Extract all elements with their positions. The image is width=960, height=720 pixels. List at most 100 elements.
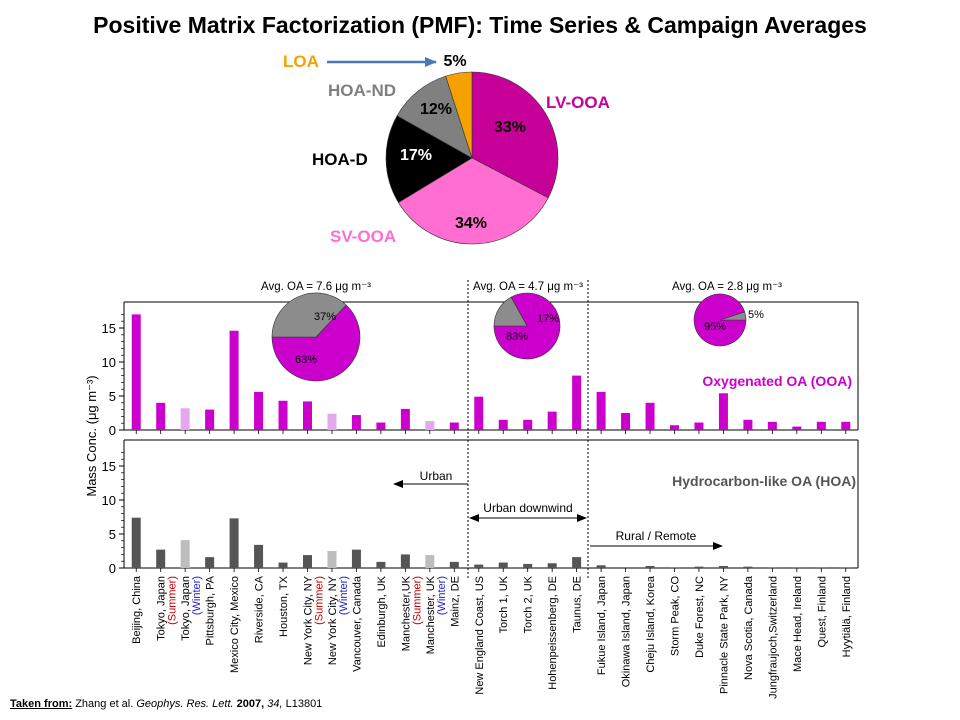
category-label: Vancouver, Canada: [351, 575, 363, 672]
region-label-downwind: Urban downwind: [483, 501, 572, 515]
y-tick-label: 0: [109, 561, 116, 576]
bar-hoa: [180, 540, 190, 568]
region-pie-ooa: [693, 293, 747, 347]
slide-title: Positive Matrix Factorization (PMF): Tim…: [93, 12, 867, 38]
region-pie-ooa-label: 95%: [704, 321, 726, 333]
bar-ooa: [841, 421, 851, 430]
bar-ooa: [670, 425, 679, 430]
region-pie-ooa-label: 83%: [506, 331, 528, 343]
region-label-rural: Rural / Remote: [616, 529, 697, 543]
pie-slice-lv-ooa: [471, 71, 559, 199]
category-label: Houston, TX: [278, 575, 290, 637]
bar-ooa: [351, 415, 361, 430]
y-tick-label: 5: [109, 389, 116, 404]
y-axis-label: Mass Conc. (μg m⁻³): [84, 375, 99, 496]
bar-ooa: [645, 402, 655, 430]
bar-ooa: [156, 402, 166, 430]
region-avg-label: Avg. OA = 2.8 μg m⁻³: [672, 281, 782, 293]
bar-ooa: [547, 411, 557, 430]
bar-ooa: [498, 419, 508, 430]
region-pie-hoa: [493, 296, 528, 327]
bar-ooa: [718, 393, 728, 430]
bar-hoa: [327, 551, 337, 568]
region-pie-hoa-label: 5%: [748, 309, 764, 321]
category-season-label: (Winter): [338, 576, 350, 615]
bar-ooa: [131, 314, 141, 430]
bar-ooa: [180, 408, 190, 430]
category-name: New York City, NY: [327, 575, 339, 665]
y-tick-label: 10: [102, 355, 116, 370]
category-label: Pinnacle State Park, NY: [718, 575, 730, 694]
region-pie-ooa: [271, 304, 361, 382]
category-season-label: (Summer): [314, 576, 326, 625]
bar-ooa: [767, 421, 777, 430]
category-name: New York City, NY: [303, 575, 315, 665]
pie-category-label: LOA: [283, 52, 319, 71]
category-label: Mexico City, Mexico: [229, 576, 241, 673]
bar-hoa: [645, 565, 655, 568]
bar-hoa: [841, 567, 851, 568]
bar-ooa: [572, 375, 582, 430]
region-avg-label: Avg. OA = 7.6 μg m⁻³: [261, 281, 371, 293]
category-label: Pittsburgh, PA: [205, 575, 217, 645]
category-label: Nova Scotia, Canada: [743, 575, 755, 680]
bar-ooa: [694, 422, 704, 430]
region-avg-label: Avg. OA = 4.7 μg m⁻³: [473, 281, 583, 293]
bar-ooa: [400, 408, 410, 430]
category-label: Cheju Island, Korea: [645, 575, 657, 672]
pie-category-label: HOA-ND: [328, 81, 396, 100]
y-tick-label: 10: [102, 493, 116, 508]
pie-value-label: 12%: [420, 101, 452, 118]
bar-ooa: [743, 419, 753, 430]
citation: Taken from: Zhang et al. Geophys. Res. L…: [10, 698, 322, 710]
bar-ooa: [474, 396, 484, 430]
category-label: Torch 2, UK: [523, 575, 535, 633]
bar-hoa: [474, 564, 484, 568]
category-label: Manchester,UK: [400, 575, 412, 651]
campaign-bar-chart: 0 5 10 15 0 5 10 15 Oxygenated OA (OOA) Hydrocarb…: [84, 280, 859, 699]
bar-ooa: [327, 413, 337, 430]
bar-hoa: [376, 561, 386, 568]
category-label: Riverside, CA: [254, 575, 266, 643]
bar-hoa: [523, 563, 533, 568]
category-label: Quest, Finland: [816, 576, 828, 648]
bar-hoa: [303, 555, 312, 568]
bar-hoa: [229, 518, 239, 568]
bar-hoa: [498, 562, 508, 568]
bar-hoa: [449, 561, 459, 568]
category-name: Manchester, UK: [425, 575, 437, 654]
bar-hoa: [694, 566, 704, 568]
bar-hoa: [254, 544, 264, 568]
bar-ooa: [792, 426, 802, 430]
pie-value-label: 17%: [400, 147, 432, 164]
category-label: Mainz, DE: [449, 576, 461, 627]
category-label: Storm Peak, CO: [670, 576, 682, 657]
region-pie-hoa: [719, 311, 747, 321]
bar-hoa: [792, 567, 802, 568]
pie-category-label: HOA-D: [312, 150, 368, 169]
pie-value-label: 34%: [455, 215, 487, 232]
bar-hoa: [278, 562, 288, 568]
category-name: Tokyo, Japan: [180, 576, 192, 641]
pie-category-label: SV-OOA: [330, 227, 396, 246]
category-season-label: (Summer): [167, 576, 179, 625]
y-tick-label: 15: [102, 321, 116, 336]
category-label: Hohenpeissenberg, DE: [547, 576, 559, 690]
pie-category-label: LV-OOA: [546, 93, 610, 112]
bar-hoa: [816, 567, 826, 568]
citation-year: 2007,: [236, 698, 265, 710]
category-label: Okinawa Island, Japan: [621, 576, 633, 687]
category-label: New York City, NY: [327, 575, 339, 665]
category-label: Tokyo, Japan: [156, 576, 168, 641]
citation-article: L13801: [285, 698, 323, 710]
category-label: Manchester, UK: [425, 575, 437, 654]
citation-journal: Geophys. Res. Lett.: [136, 698, 234, 710]
category-label: Beijing, China: [131, 575, 143, 644]
bar-ooa: [376, 422, 386, 430]
category-label: Tokyo, Japan: [180, 576, 192, 641]
y-tick-label: 15: [102, 459, 116, 474]
y-tick-label: 5: [109, 527, 116, 542]
bar-hoa: [743, 566, 753, 568]
category-label: Duke Forest, NC: [694, 576, 706, 658]
category-label: Hyytiälä, Finland: [841, 576, 853, 657]
